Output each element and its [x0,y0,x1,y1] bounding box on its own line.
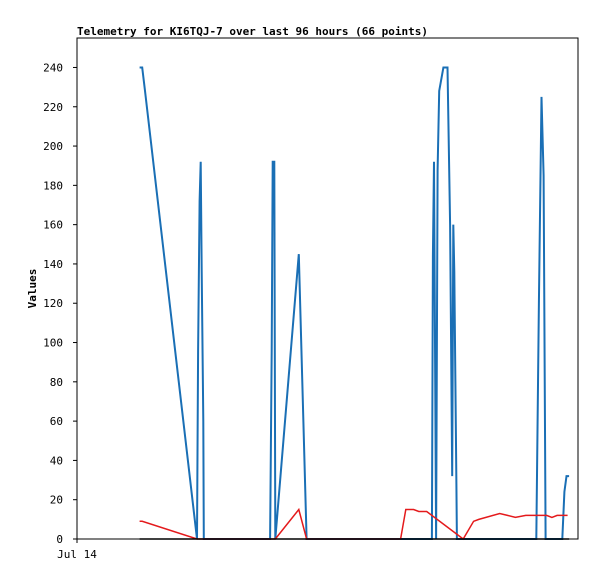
y-tick-label: 160 [43,219,63,232]
x-tick-label: Jul 14 [57,548,97,561]
y-tick-label: 120 [43,297,63,310]
y-axis-title: Values [26,269,39,309]
x-axis: Jul 14 [57,539,97,561]
y-tick-label: 0 [56,533,63,546]
y-axis: 0 20 40 60 80 100 120 140 160 180 200 220 240 [43,61,77,546]
y-tick-label: 80 [50,376,63,389]
y-tick-label: 240 [43,61,63,74]
y-tick-label: 200 [43,140,63,153]
series-line-2 [139,507,568,541]
chart-title: Telemetry for KI6TQJ-7 over last 96 hour… [77,25,428,38]
plot-area [76,37,579,540]
series-group [139,66,570,541]
y-tick-label: 20 [50,494,63,507]
y-tick-label: 180 [43,179,63,192]
y-tick-label: 40 [50,454,63,467]
y-tick-label: 100 [43,337,63,350]
y-tick-label: 220 [43,101,63,114]
series-line-1 [139,66,570,540]
y-tick-label: 60 [50,415,63,428]
y-tick-label: 140 [43,258,63,271]
